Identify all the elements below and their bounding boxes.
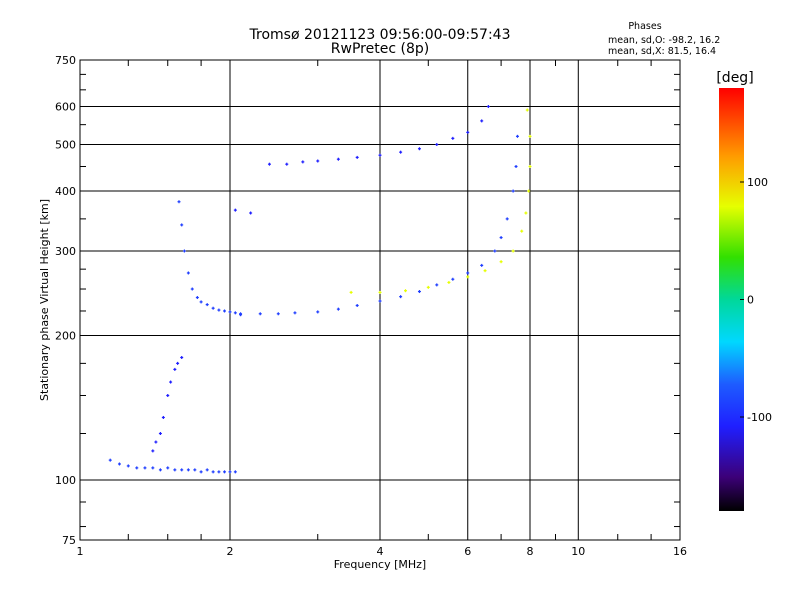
x-tick-label: 4 bbox=[377, 545, 384, 558]
phases-x-stats: mean, sd,X: 81.5, 16.4 bbox=[608, 46, 716, 57]
x-tick-labels: 1 2 4 6 8 10 16 bbox=[77, 545, 688, 558]
colorbar-ticks: 100 0 -100 bbox=[740, 176, 772, 424]
colorbar-tick-label: 100 bbox=[747, 176, 768, 189]
phases-title: Phases bbox=[628, 21, 661, 32]
colorbar-tick-label: -100 bbox=[747, 411, 772, 424]
chart-subtitle: RwPretec (8p) bbox=[331, 41, 429, 57]
y-tick-label: 75 bbox=[62, 534, 76, 547]
y-tick-label: 300 bbox=[55, 245, 76, 258]
x-tick-label: 2 bbox=[227, 545, 234, 558]
y-tick-labels: 75 100 200 300 400 500 600 750 bbox=[55, 54, 76, 547]
x-tick-label: 6 bbox=[464, 545, 471, 558]
x-tick-label: 10 bbox=[571, 545, 585, 558]
y-tick-label: 400 bbox=[55, 185, 76, 198]
colorbar-gradient bbox=[719, 88, 744, 511]
phases-o-stats: mean, sd,O: -98.2, 16.2 bbox=[608, 35, 720, 46]
colorbar-title: [deg] bbox=[716, 70, 753, 86]
colorbar-tick-label: 0 bbox=[747, 294, 754, 307]
y-tick-label: 100 bbox=[55, 474, 76, 487]
plot-area: 1 2 4 6 8 10 16 75 100 200 300 400 500 600 750 bbox=[55, 54, 687, 558]
y-tick-label: 200 bbox=[55, 330, 76, 343]
x-tick-label: 8 bbox=[527, 545, 534, 558]
x-tick-label: 16 bbox=[673, 545, 687, 558]
chart-title: Tromsø 20121123 09:56:00-09:57:43 bbox=[249, 27, 511, 43]
x-axis-label: Frequency [MHz] bbox=[334, 558, 426, 571]
y-tick-label: 750 bbox=[55, 54, 76, 67]
y-axis-label: Stationary phase Virtual Height [km] bbox=[38, 199, 51, 401]
colorbar: [deg] 100 0 -100 bbox=[716, 70, 772, 511]
x-tick-label: 1 bbox=[77, 545, 84, 558]
y-tick-label: 600 bbox=[55, 101, 76, 114]
data-points bbox=[108, 105, 532, 474]
y-tick-label: 500 bbox=[55, 139, 76, 152]
